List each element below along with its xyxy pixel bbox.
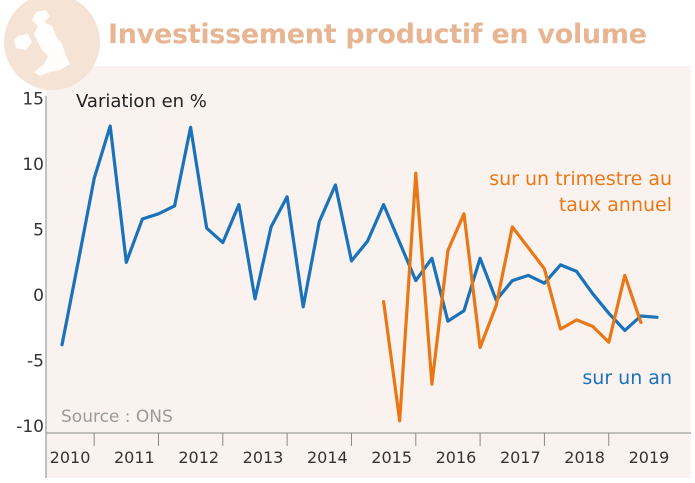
- y-tick-label: 10: [22, 155, 44, 175]
- series-label-quarterly: sur un trimestre au: [489, 168, 672, 190]
- x-tick-label: 2014: [307, 448, 348, 467]
- chart-title: Investissement productif en volume: [108, 19, 647, 50]
- x-tick-label: 2017: [500, 448, 541, 467]
- series-layer: [60, 124, 659, 423]
- x-tick-label: 2016: [436, 448, 477, 467]
- uk-map-icon: [14, 10, 70, 76]
- series-line-annual: [60, 124, 659, 347]
- x-tick-label: 2015: [371, 448, 412, 467]
- series-label-annual: sur un an: [582, 367, 672, 389]
- y-tick-label: 5: [33, 221, 44, 241]
- axes-layer: 15 10 5 0 -5 -10 2010 2011 2012 2013 2014 2015 2016 2…: [16, 90, 691, 478]
- y-tick-label: -10: [16, 417, 44, 437]
- y-axis-title: Variation en %: [76, 91, 207, 112]
- y-tick-label: 0: [33, 286, 44, 306]
- x-tick-label: 2012: [178, 448, 219, 467]
- y-tick-label: 15: [22, 90, 44, 110]
- annotation-layer: Variation en % sur un trimestre au taux an…: [61, 91, 672, 427]
- series-label-quarterly: taux annuel: [559, 194, 672, 216]
- y-tick-label: -5: [27, 352, 44, 372]
- x-tick-label: 2011: [114, 448, 155, 467]
- uk-map-badge: [4, 0, 100, 90]
- series-line-quarterly: [382, 171, 643, 423]
- x-tick-label: 2013: [243, 448, 284, 467]
- x-tick-label: 2010: [50, 448, 91, 467]
- source-note: Source : ONS: [61, 407, 173, 427]
- plot-background: [46, 66, 691, 478]
- x-tick-label: 2019: [629, 448, 670, 467]
- x-tick-label: 2018: [564, 448, 605, 467]
